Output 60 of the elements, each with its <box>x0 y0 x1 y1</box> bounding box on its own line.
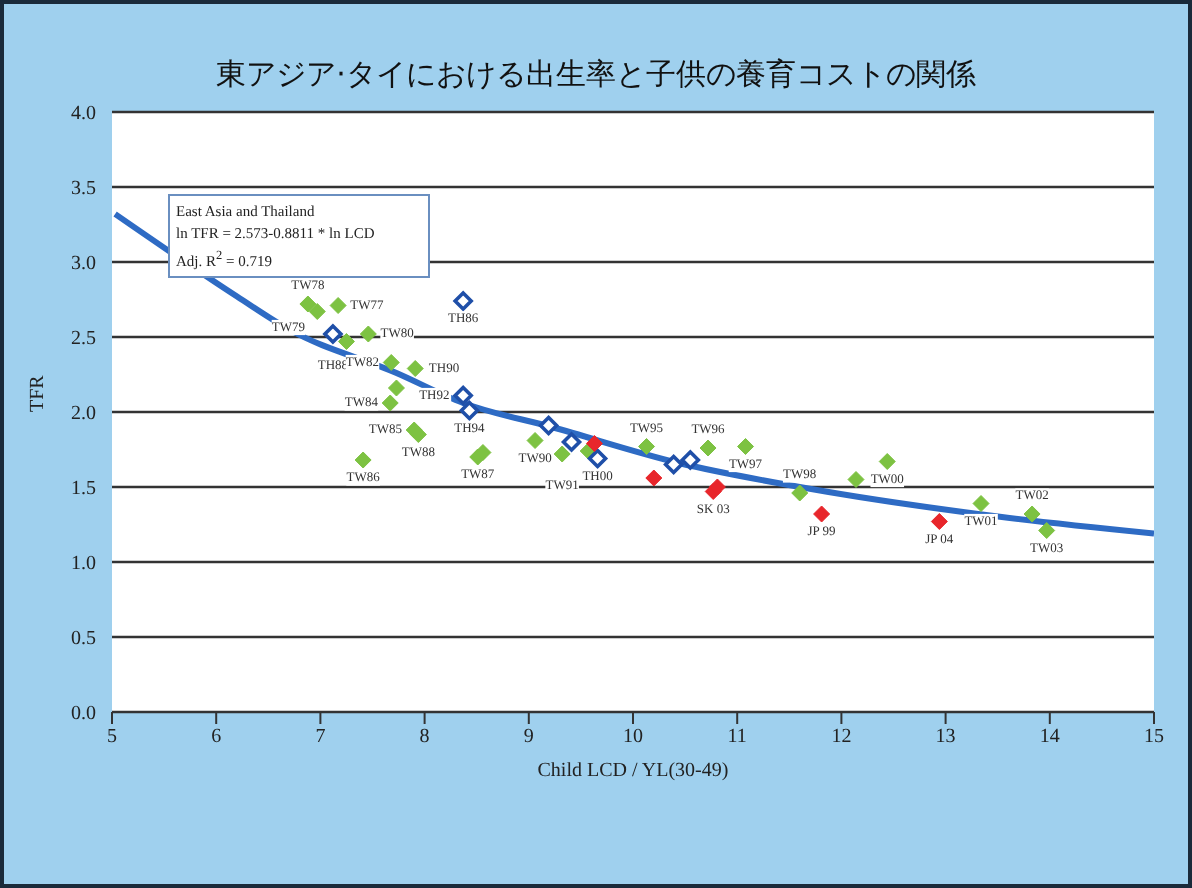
y-tick-label: 1.5 <box>71 478 96 501</box>
point <box>299 295 317 313</box>
point <box>972 495 990 512</box>
chart-title: 東アジア·タイにおける出生率と子供の養育コストの関係 <box>214 56 978 94</box>
point <box>382 354 400 371</box>
x-axis-title: Child LCD / YL(30-49) <box>537 760 729 782</box>
point <box>474 444 492 461</box>
point <box>847 471 865 488</box>
point <box>337 333 355 350</box>
point <box>354 451 372 469</box>
point <box>708 478 726 496</box>
x-tick-label: 15 <box>1144 726 1164 749</box>
y-tick-label: 3.5 <box>71 178 96 201</box>
point <box>406 360 424 377</box>
point <box>459 400 480 421</box>
point <box>387 379 405 397</box>
point <box>638 438 656 455</box>
point <box>699 439 717 457</box>
point <box>453 385 473 406</box>
point <box>1038 522 1056 539</box>
point <box>381 394 399 412</box>
point <box>553 445 571 463</box>
y-tick-label: 0.0 <box>71 703 96 726</box>
point <box>791 484 809 502</box>
x-tick-label: 11 <box>727 726 747 749</box>
x-tick-label: 12 <box>831 726 852 749</box>
x-tick-label: 9 <box>523 726 534 749</box>
y-tick-label: 2.0 <box>71 403 96 426</box>
point <box>813 505 831 523</box>
point <box>308 303 326 320</box>
x-tick-label: 8 <box>419 726 430 749</box>
y-tick-label: 4.0 <box>71 103 96 126</box>
y-tick-label: 0.5 <box>71 628 96 651</box>
y-tick-label: 3.0 <box>71 253 96 276</box>
x-tick-label: 5 <box>107 726 117 749</box>
point <box>645 469 663 487</box>
y-axis-title: TFR <box>27 374 50 412</box>
x-tick-label: 7 <box>315 726 326 749</box>
point <box>359 325 377 343</box>
point <box>538 415 559 436</box>
point <box>663 454 684 475</box>
point <box>680 450 701 470</box>
point <box>930 513 948 530</box>
point <box>587 448 608 469</box>
point <box>878 453 896 470</box>
point <box>526 432 544 449</box>
point <box>737 438 755 455</box>
x-tick-label: 14 <box>1039 726 1060 749</box>
point <box>585 435 603 452</box>
y-tick-label: 2.5 <box>71 328 96 351</box>
y-tick-label: 1.0 <box>71 553 96 576</box>
point <box>409 426 427 443</box>
point <box>1023 505 1041 523</box>
point <box>323 324 343 344</box>
x-tick-label: 6 <box>211 726 222 749</box>
point <box>561 432 582 452</box>
point <box>329 297 347 314</box>
x-tick-label: 13 <box>935 726 956 749</box>
x-tick-label: 10 <box>623 726 643 749</box>
point <box>453 291 473 311</box>
